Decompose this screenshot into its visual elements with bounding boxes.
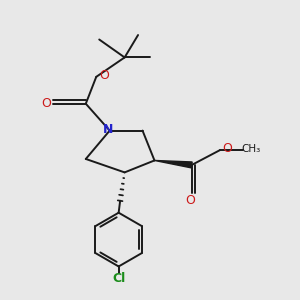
- Text: Cl: Cl: [112, 272, 125, 286]
- Text: N: N: [103, 124, 113, 136]
- Polygon shape: [154, 160, 192, 168]
- Text: O: O: [185, 194, 195, 207]
- Text: O: O: [99, 69, 109, 82]
- Text: O: O: [41, 97, 51, 110]
- Text: O: O: [222, 142, 232, 155]
- Text: CH₃: CH₃: [241, 144, 261, 154]
